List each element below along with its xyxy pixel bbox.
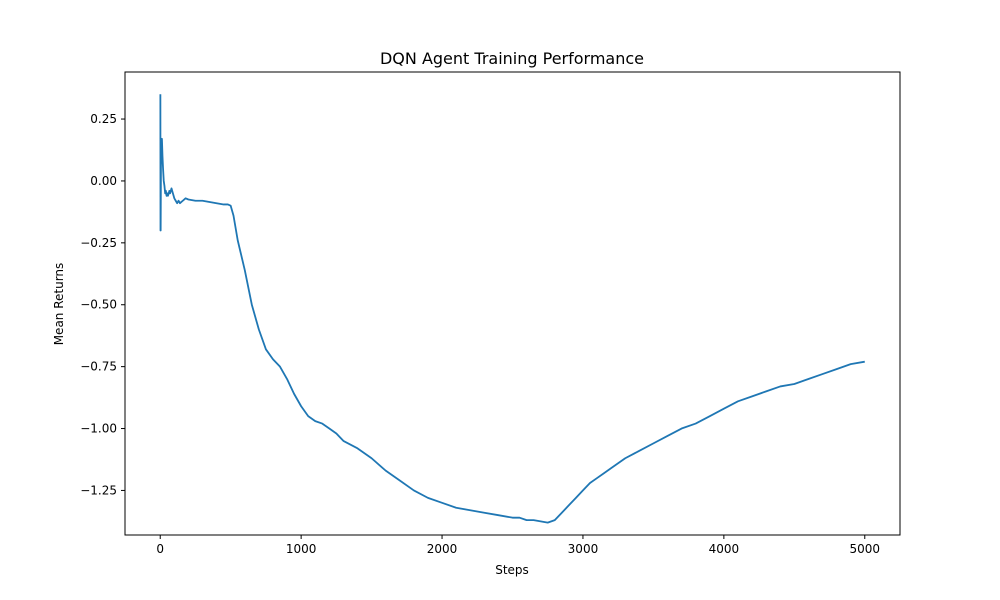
x-tick-label: 5000 [849, 542, 880, 556]
y-tick-label: −0.75 [80, 360, 117, 374]
x-tick-label: 3000 [568, 542, 599, 556]
x-tick-label: 2000 [427, 542, 458, 556]
y-axis-label: Mean Returns [52, 263, 66, 346]
y-tick-label: −1.00 [80, 422, 117, 436]
series-line [159, 94, 865, 524]
y-tick-label: 0.00 [90, 174, 117, 188]
x-tick-label: 0 [156, 542, 164, 556]
y-tick-label: −0.25 [80, 236, 117, 250]
y-tick-label: −0.50 [80, 298, 117, 312]
y-tick-label: 0.25 [90, 112, 117, 126]
x-tick-label: 1000 [286, 542, 317, 556]
x-tick-label: 4000 [709, 542, 740, 556]
chart-title: DQN Agent Training Performance [380, 49, 644, 68]
y-tick-label: −1.25 [80, 483, 117, 497]
x-axis-label: Steps [495, 563, 529, 577]
plot-frame [124, 71, 901, 536]
